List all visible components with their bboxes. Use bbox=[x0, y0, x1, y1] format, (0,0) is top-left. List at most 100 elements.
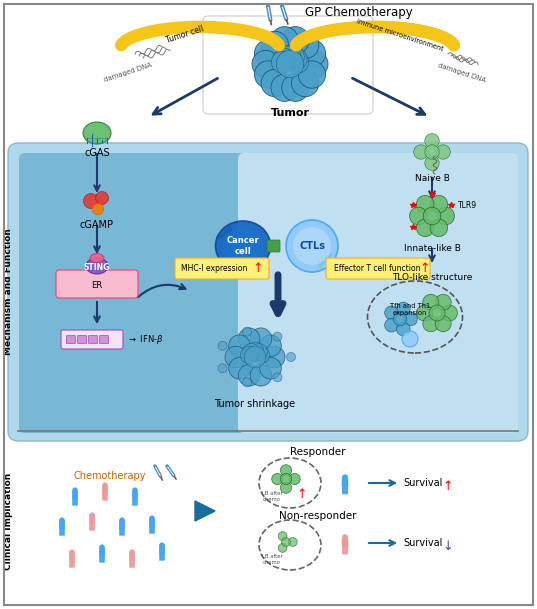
Text: damaged DNA: damaged DNA bbox=[437, 62, 487, 83]
Circle shape bbox=[89, 513, 95, 518]
Ellipse shape bbox=[90, 253, 104, 262]
Text: Non-responder: Non-responder bbox=[279, 511, 357, 521]
Circle shape bbox=[255, 61, 282, 88]
Text: damaged DNA: damaged DNA bbox=[103, 62, 153, 83]
Ellipse shape bbox=[86, 258, 108, 274]
FancyBboxPatch shape bbox=[129, 560, 132, 568]
Circle shape bbox=[103, 483, 107, 488]
FancyBboxPatch shape bbox=[203, 16, 373, 114]
Text: Mechanism and Function: Mechanism and Function bbox=[4, 228, 13, 356]
FancyBboxPatch shape bbox=[119, 521, 125, 529]
FancyBboxPatch shape bbox=[99, 548, 105, 556]
FancyBboxPatch shape bbox=[135, 498, 137, 505]
FancyBboxPatch shape bbox=[89, 336, 98, 343]
FancyBboxPatch shape bbox=[92, 523, 95, 530]
FancyBboxPatch shape bbox=[152, 526, 155, 533]
FancyBboxPatch shape bbox=[132, 491, 138, 499]
Circle shape bbox=[286, 220, 338, 272]
FancyBboxPatch shape bbox=[72, 491, 78, 499]
Circle shape bbox=[244, 346, 266, 368]
Circle shape bbox=[298, 61, 325, 88]
FancyBboxPatch shape bbox=[75, 498, 78, 505]
Text: TLR9: TLR9 bbox=[458, 202, 477, 211]
Circle shape bbox=[289, 473, 300, 485]
Circle shape bbox=[425, 133, 439, 148]
FancyBboxPatch shape bbox=[149, 519, 155, 527]
Circle shape bbox=[416, 195, 434, 213]
FancyBboxPatch shape bbox=[19, 153, 246, 433]
Circle shape bbox=[260, 357, 281, 379]
FancyBboxPatch shape bbox=[238, 153, 518, 433]
Circle shape bbox=[292, 31, 319, 58]
FancyBboxPatch shape bbox=[60, 528, 62, 535]
FancyBboxPatch shape bbox=[102, 555, 105, 563]
Circle shape bbox=[250, 343, 267, 361]
FancyBboxPatch shape bbox=[77, 336, 86, 343]
Circle shape bbox=[301, 51, 328, 78]
FancyBboxPatch shape bbox=[175, 258, 269, 279]
Circle shape bbox=[404, 312, 417, 326]
FancyBboxPatch shape bbox=[69, 553, 75, 561]
Text: Cancer
cell: Cancer cell bbox=[227, 236, 259, 256]
Circle shape bbox=[293, 227, 331, 265]
Text: TLO-like structure: TLO-like structure bbox=[392, 273, 472, 282]
Circle shape bbox=[271, 51, 293, 73]
Circle shape bbox=[243, 343, 260, 361]
Circle shape bbox=[260, 335, 281, 356]
Circle shape bbox=[282, 74, 309, 101]
Text: Immune microenvironment: Immune microenvironment bbox=[356, 18, 444, 52]
Circle shape bbox=[435, 294, 451, 310]
Circle shape bbox=[243, 327, 251, 336]
Text: LB after
chemo: LB after chemo bbox=[262, 554, 282, 565]
Circle shape bbox=[229, 335, 250, 356]
Circle shape bbox=[96, 191, 108, 205]
Circle shape bbox=[280, 473, 292, 485]
Circle shape bbox=[250, 364, 272, 386]
FancyBboxPatch shape bbox=[159, 553, 162, 560]
FancyBboxPatch shape bbox=[129, 553, 135, 561]
Circle shape bbox=[273, 373, 282, 382]
FancyBboxPatch shape bbox=[345, 546, 348, 554]
FancyBboxPatch shape bbox=[72, 560, 75, 568]
Text: cGAS: cGAS bbox=[84, 148, 110, 158]
Circle shape bbox=[252, 51, 279, 78]
Circle shape bbox=[282, 46, 304, 68]
Circle shape bbox=[287, 353, 295, 362]
FancyBboxPatch shape bbox=[159, 546, 165, 554]
Circle shape bbox=[342, 535, 348, 540]
Circle shape bbox=[280, 465, 292, 476]
FancyBboxPatch shape bbox=[89, 523, 92, 530]
FancyBboxPatch shape bbox=[61, 330, 123, 349]
Circle shape bbox=[423, 315, 439, 332]
Circle shape bbox=[119, 518, 125, 523]
Circle shape bbox=[396, 322, 410, 336]
Text: Innate-like B: Innate-like B bbox=[404, 244, 460, 253]
Text: ↑: ↑ bbox=[253, 262, 263, 275]
Circle shape bbox=[218, 364, 227, 373]
Circle shape bbox=[92, 203, 104, 214]
Circle shape bbox=[273, 332, 282, 341]
Circle shape bbox=[129, 550, 135, 555]
FancyBboxPatch shape bbox=[132, 498, 135, 505]
FancyBboxPatch shape bbox=[62, 528, 64, 535]
Text: Tumor shrinkage: Tumor shrinkage bbox=[214, 399, 295, 409]
Circle shape bbox=[292, 69, 319, 97]
Circle shape bbox=[287, 51, 309, 73]
Circle shape bbox=[133, 488, 137, 493]
Text: ↑: ↑ bbox=[420, 262, 430, 275]
Text: Tfh and Th1
expansion: Tfh and Th1 expansion bbox=[390, 303, 430, 315]
Text: LB after
chemo: LB after chemo bbox=[262, 491, 282, 502]
Circle shape bbox=[281, 538, 291, 546]
Circle shape bbox=[238, 364, 260, 386]
Circle shape bbox=[250, 328, 272, 350]
Text: Naive B: Naive B bbox=[415, 174, 449, 183]
Circle shape bbox=[149, 516, 155, 521]
Circle shape bbox=[402, 331, 418, 347]
Circle shape bbox=[298, 40, 325, 67]
Ellipse shape bbox=[83, 122, 111, 144]
Circle shape bbox=[384, 306, 398, 320]
Circle shape bbox=[60, 518, 64, 523]
Text: STING: STING bbox=[84, 264, 110, 272]
Text: MHC-I expression: MHC-I expression bbox=[181, 264, 247, 273]
Circle shape bbox=[288, 538, 297, 546]
